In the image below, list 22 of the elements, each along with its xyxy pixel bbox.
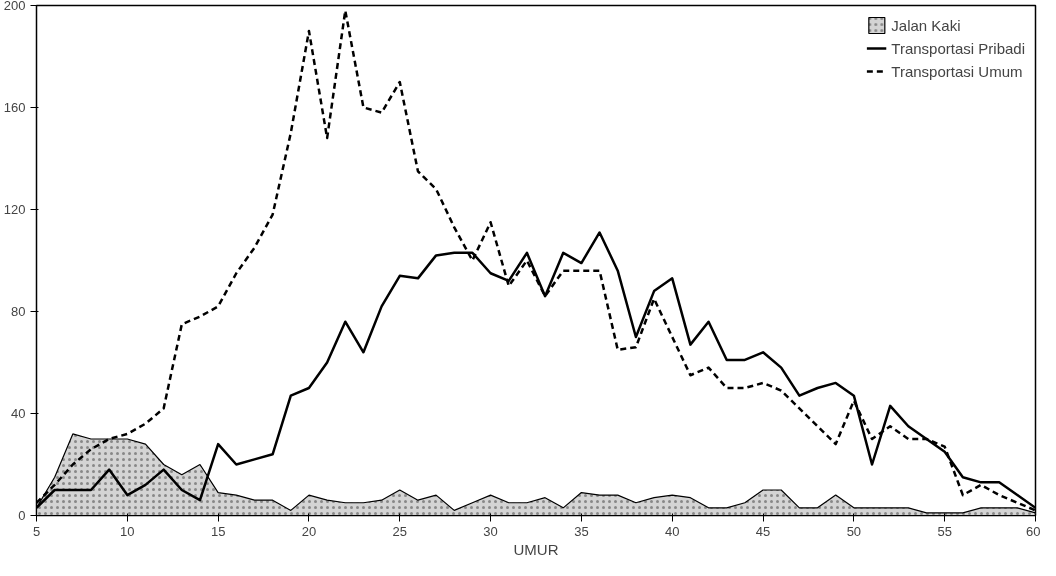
y-tick-label: 80 — [11, 304, 26, 319]
x-tick-label: 60 — [1026, 523, 1041, 539]
x-tick-label: 20 — [301, 523, 317, 539]
x-tick-label: 45 — [755, 523, 771, 539]
x-tick-label: 15 — [210, 523, 226, 539]
x-tick-label: 30 — [483, 523, 498, 539]
y-tick-label: 0 — [18, 508, 26, 523]
y-tick-label: 200 — [3, 0, 26, 13]
x-tick-label: 25 — [392, 523, 408, 539]
legend-label: Transportasi Umum — [891, 62, 1023, 80]
x-tick-label: 40 — [665, 523, 680, 539]
legend-label: Jalan Kaki — [891, 16, 961, 34]
x-tick-label: 10 — [120, 523, 135, 539]
x-tick-label: 55 — [937, 523, 952, 539]
y-tick-label: 40 — [11, 406, 26, 421]
legend-label: Transportasi Pribadi — [891, 39, 1025, 57]
x-tick-label: 50 — [846, 523, 862, 539]
x-tick-label: 5 — [32, 523, 41, 539]
x-axis-title: UMUR — [513, 540, 559, 558]
y-tick-label: 120 — [3, 202, 26, 217]
x-tick-label: 35 — [574, 523, 589, 539]
y-tick-label: 160 — [3, 100, 26, 115]
